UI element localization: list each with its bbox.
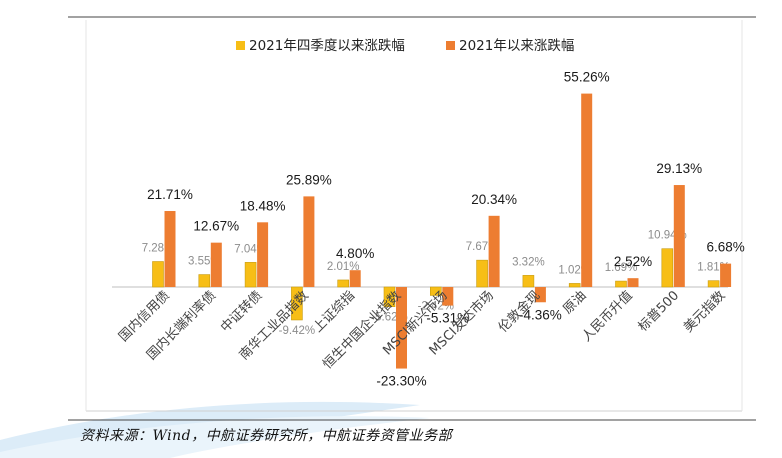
- data-label-ytd-5: 4.80%: [336, 246, 374, 261]
- bar-ytd-7: [442, 287, 454, 306]
- data-label-ytd-8: 20.34%: [471, 192, 517, 207]
- category-label-3: 中证转债: [218, 288, 265, 335]
- bar-q4-10: [568, 283, 581, 288]
- bar-q4-12: [661, 248, 674, 288]
- data-label-ytd-11: 2.52%: [614, 254, 652, 269]
- bar-q4-5: [337, 279, 350, 288]
- bar-q4-1: [152, 261, 164, 288]
- bar-q4-6: [383, 286, 396, 307]
- bar-q4-8: [476, 259, 488, 288]
- blue-swoosh-shape-light: [0, 416, 430, 458]
- bar-q4-13: [707, 280, 720, 288]
- category-label-10: 原油: [561, 288, 590, 317]
- data-label-ytd-3: 18.48%: [240, 198, 286, 213]
- bar-ytd-13: [720, 263, 732, 287]
- bar-ytd-6: [396, 287, 407, 369]
- source-note: 资料来源：Wind，中航证券研究所，中航证券资管业务部: [80, 428, 453, 444]
- bar-q4-11: [615, 280, 627, 288]
- category-label-13: 美元指数: [681, 288, 728, 335]
- data-label-ytd-4: 25.89%: [286, 172, 332, 187]
- bar-q4-3: [244, 262, 257, 288]
- bar-q4-4: [291, 286, 303, 321]
- data-label-ytd-10: 55.26%: [564, 70, 610, 85]
- bar-ytd-10: [581, 93, 593, 287]
- category-label-5: 上证综指: [311, 288, 358, 335]
- bar-ytd-5: [349, 270, 361, 287]
- bar-ytd-9: [534, 287, 546, 303]
- bar-ytd-3: [257, 222, 269, 287]
- legend-swatch-1: [236, 41, 245, 50]
- data-label-ytd-1: 21.71%: [147, 187, 193, 202]
- bar-ytd-2: [210, 242, 222, 287]
- data-label-ytd-7: -5.31%: [426, 311, 469, 326]
- bar-ytd-1: [164, 211, 176, 287]
- data-label-q4-11: 1.69%: [605, 262, 638, 274]
- data-label-q4-9: 3.32%: [512, 256, 545, 268]
- bar-ytd-11: [627, 278, 639, 287]
- legend-swatch-2: [446, 41, 455, 50]
- data-label-ytd-2: 12.67%: [193, 219, 239, 234]
- category-label-6: 恒生中国企业指数: [319, 288, 404, 373]
- data-label-ytd-13: 6.68%: [706, 240, 744, 255]
- data-label-ytd-9: -4.36%: [519, 307, 562, 322]
- bar-q4-7: [429, 286, 442, 296]
- bar-q4-2: [198, 274, 211, 288]
- data-label-q4-5: 2.01%: [327, 261, 360, 273]
- legend-label-1: 2021年四季度以来涨跌幅: [249, 38, 405, 54]
- category-label-12: 标普500: [636, 288, 683, 335]
- bar-ytd-12: [673, 185, 685, 287]
- category-label-11: 人民币升值: [579, 288, 636, 345]
- data-label-ytd-6: -23.30%: [376, 374, 426, 389]
- bar-ytd-8: [488, 215, 500, 287]
- data-label-q4-4: -9.42%: [279, 325, 315, 337]
- bar-q4-9: [522, 275, 535, 288]
- bar-ytd-4: [303, 196, 315, 287]
- data-label-ytd-12: 29.13%: [656, 161, 702, 176]
- legend-label-2: 2021年以来涨跌幅: [459, 38, 574, 54]
